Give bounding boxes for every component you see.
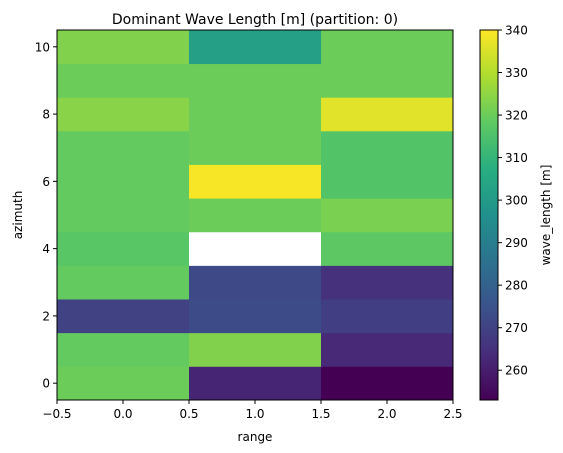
colorbar-tick-label: 340 (505, 24, 528, 38)
y-tick-label: 6 (42, 175, 50, 189)
axis-ticks: −0.5 0.0 0.5 1.0 1.5 2.0 2.5 0 2 4 6 8 10 (35, 40, 463, 421)
heatmap-cell (57, 164, 190, 199)
heatmap-cell (189, 265, 322, 300)
x-tick-label: 2.0 (377, 407, 396, 421)
heatmap-cell (189, 299, 322, 334)
chart-title: Dominant Wave Length [m] (partition: 0) (112, 12, 398, 28)
colorbar-tick-label: 280 (505, 279, 528, 293)
colorbar-tick-label: 330 (505, 66, 528, 80)
heatmap-cell (57, 130, 190, 165)
heatmap-cell (321, 265, 454, 300)
colorbar-tick-label: 320 (505, 109, 528, 123)
heatmap-cell (57, 30, 190, 65)
heatmap-cell (57, 299, 190, 334)
heatmap-cell (57, 231, 190, 266)
heatmap-cell (321, 63, 454, 98)
heatmap-cell (189, 366, 322, 401)
x-tick-label: 1.5 (311, 407, 330, 421)
heatmap-cell (189, 198, 322, 233)
heatmap-cell (189, 97, 322, 132)
y-tick-label: 0 (42, 377, 50, 391)
colorbar-tick-label: 260 (505, 364, 528, 378)
heatmap-cell (57, 63, 190, 98)
heatmap-cell (321, 130, 454, 165)
heatmap-cell (321, 30, 454, 65)
heatmap-cell (321, 198, 454, 233)
heatmap-cell (189, 231, 322, 266)
heatmap-cell (321, 299, 454, 334)
heatmap-cells (57, 30, 454, 401)
colorbar-ticks: 260 270 280 290 300 310 320 330 340 (498, 24, 528, 378)
heatmap-cell (189, 63, 322, 98)
heatmap-cell (189, 30, 322, 65)
heatmap-cell (321, 164, 454, 199)
heatmap-cell (57, 366, 190, 401)
colorbar-tick-label: 300 (505, 194, 528, 208)
heatmap-cell (57, 265, 190, 300)
x-axis-label: range (238, 430, 273, 444)
y-axis-label: azimuth (11, 191, 25, 240)
colorbar-label: wave_length [m] (539, 165, 553, 266)
heatmap-cell (321, 231, 454, 266)
y-tick-label: 10 (35, 40, 50, 54)
x-tick-label: 1.0 (245, 407, 264, 421)
x-tick-label: 0.5 (179, 407, 198, 421)
y-tick-label: 4 (42, 242, 50, 256)
heatmap-cell (57, 97, 190, 132)
heatmap-cell (57, 332, 190, 367)
heatmap-cell (189, 130, 322, 165)
colorbar-tick-label: 270 (505, 321, 528, 335)
colorbar-tick-label: 310 (505, 151, 528, 165)
heatmap-cell (189, 332, 322, 367)
heatmap-cell (321, 366, 454, 401)
heatmap-cell (189, 164, 322, 199)
x-tick-label: 2.5 (443, 407, 462, 421)
y-tick-label: 2 (42, 309, 50, 323)
colorbar-tick-label: 290 (505, 236, 528, 250)
heatmap-cell (321, 97, 454, 132)
plot-frame (56, 29, 454, 401)
heatmap-cell (57, 198, 190, 233)
colorbar (479, 29, 499, 401)
x-tick-label: 0.0 (113, 407, 132, 421)
y-tick-label: 8 (42, 108, 50, 122)
heatmap-cell (321, 332, 454, 367)
x-tick-label: −0.5 (42, 407, 71, 421)
